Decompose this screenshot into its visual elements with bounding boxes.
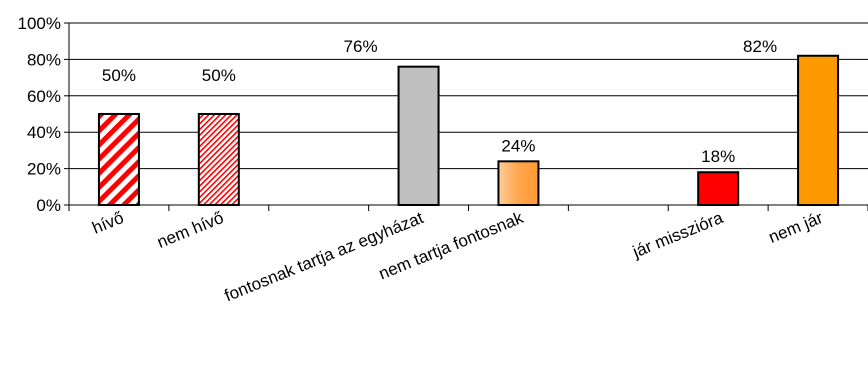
axes — [68, 23, 868, 211]
y-tick-label: 0% — [36, 196, 61, 215]
category-label: fontosnak tartja az egyházat — [222, 208, 427, 305]
bar — [197, 113, 240, 206]
y-tick-label: 100% — [18, 14, 61, 33]
data-label: 76% — [344, 37, 378, 56]
y-tick-label: 80% — [27, 50, 61, 69]
data-label: 24% — [501, 136, 535, 155]
category-label: nem jár — [766, 208, 826, 247]
data-label: 50% — [102, 66, 136, 85]
y-axis-ticks: 0% 20% 40% 60% 80% 100% — [18, 14, 69, 215]
category-label: jár misszióra — [629, 208, 726, 262]
data-label: 18% — [701, 147, 735, 166]
data-label: 50% — [202, 66, 236, 85]
category-label: nem hívő — [154, 208, 226, 252]
bar — [797, 54, 840, 207]
bar — [497, 160, 540, 207]
bar — [97, 113, 140, 206]
data-label: 82% — [743, 37, 777, 56]
bar — [697, 171, 740, 207]
y-tick-label: 20% — [27, 160, 61, 179]
bars — [97, 54, 840, 207]
data-labels: 50% 50% 76% 24% 18% 82% — [102, 37, 777, 166]
y-tick-label: 60% — [27, 87, 61, 106]
category-label: hívő — [90, 208, 127, 238]
y-tick-label: 40% — [27, 123, 61, 142]
bar — [397, 65, 440, 207]
